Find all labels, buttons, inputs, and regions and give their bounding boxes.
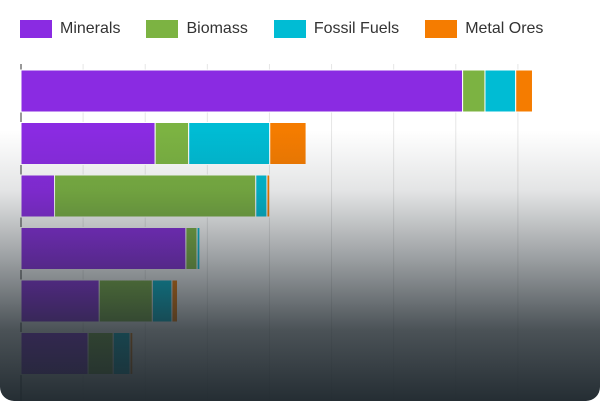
bar-segment-minerals-row-1 — [20, 69, 464, 113]
bar-segment-minerals-row-2 — [20, 122, 156, 165]
bar-segment-fossil-fuels-row-4 — [196, 227, 201, 270]
bar-segment-minerals-row-5 — [20, 279, 100, 323]
bar-segment-metal-ores-row-3 — [266, 174, 271, 218]
bar-segment-biomass-row-5 — [98, 279, 153, 323]
bar-segment-metal-ores-row-5 — [171, 279, 179, 323]
bar-segment-minerals-row-4 — [20, 227, 187, 270]
bar-segment-fossil-fuels-row-2 — [188, 122, 271, 165]
bar-segment-minerals-row-6 — [20, 332, 89, 375]
bar-segment-fossil-fuels-row-5 — [151, 279, 173, 323]
bar-segment-fossil-fuels-row-3 — [255, 174, 268, 218]
bar-segment-metal-ores-row-1 — [515, 69, 533, 113]
bar-segment-biomass-row-6 — [87, 332, 114, 375]
bar-segment-minerals-row-3 — [20, 174, 56, 218]
bar-segment-biomass-row-3 — [54, 174, 257, 218]
bar-segment-biomass-row-2 — [154, 122, 190, 165]
bar-segment-fossil-fuels-row-6 — [112, 332, 131, 375]
bar-segment-biomass-row-4 — [185, 227, 198, 270]
bar-segment-metal-ores-row-6 — [129, 332, 134, 375]
bar-segment-biomass-row-1 — [462, 69, 486, 113]
bar-segment-fossil-fuels-row-1 — [484, 69, 517, 113]
bar-segment-metal-ores-row-2 — [269, 122, 307, 165]
